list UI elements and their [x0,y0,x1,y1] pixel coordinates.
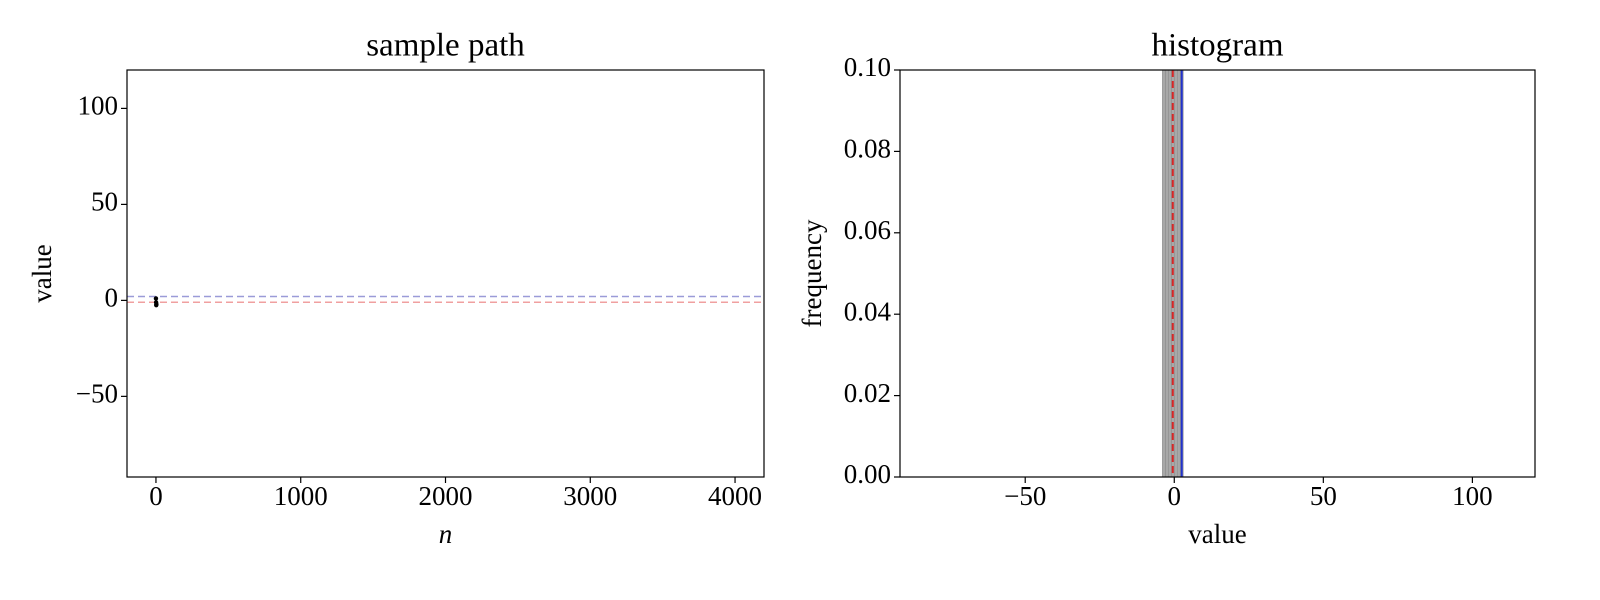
chart-title: histogram [1152,28,1284,64]
x-tick-label: 100 [1452,481,1493,511]
y-tick-label: 0 [105,283,119,313]
axes-frame [126,69,765,478]
histogram-bar [1174,70,1178,477]
y-tick-label: 50 [91,187,118,217]
histogram-bar [1177,70,1181,477]
x-tick-label: 0 [1168,481,1182,511]
y-tick-label: 0.08 [844,134,891,164]
sample-point [154,302,159,307]
y-tick-label: −50 [76,379,118,409]
x-axis-label: n [439,519,453,549]
x-tick-label: 0 [149,481,163,511]
y-axis-label: frequency [797,219,827,327]
plot-area [1162,70,1184,477]
histogram-bar [1165,70,1169,477]
x-axis-label: value [1188,519,1246,549]
x-tick-label: 2000 [419,481,473,511]
x-tick-label: 3000 [563,481,617,511]
axes-frame [899,69,1536,478]
y-tick-label: 0.04 [844,296,892,326]
histogram-bar [1162,70,1166,477]
y-axis-label: value [27,244,57,302]
y-tick-label: 0.06 [844,215,891,245]
y-tick-label: 100 [78,91,119,121]
y-tick-label: 0.02 [844,378,891,408]
histogram-bar [1168,70,1172,477]
chart-title: sample path [366,28,525,64]
y-tick-label: 0.00 [844,459,891,489]
sample-point [153,296,159,301]
x-tick-label: 4000 [708,481,762,511]
x-tick-label: 1000 [274,481,328,511]
y-tick-label: 0.10 [844,52,891,82]
plot-area [127,295,764,308]
x-tick-label: −50 [1004,481,1046,511]
x-tick-label: 50 [1310,481,1337,511]
